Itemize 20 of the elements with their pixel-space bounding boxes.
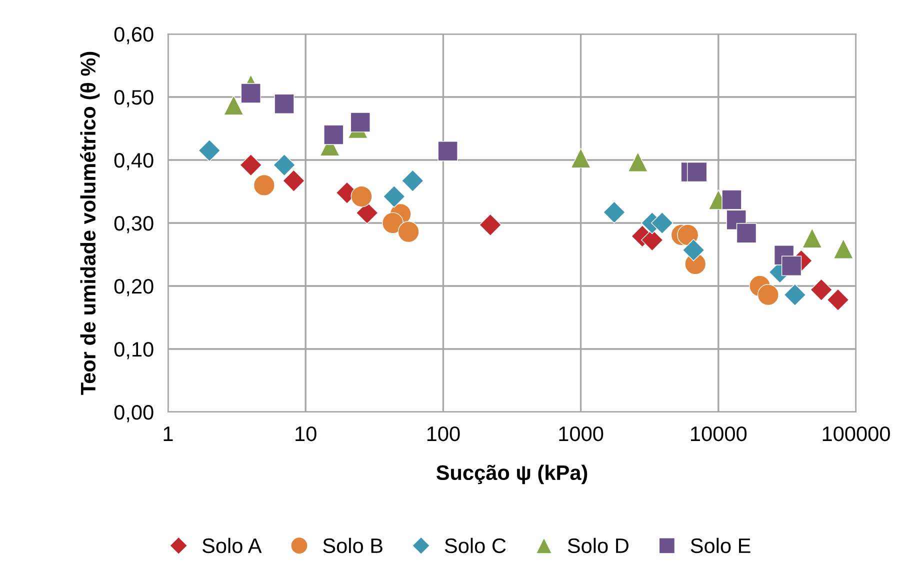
x-tick-label: 1000 [559,426,604,442]
x-axis-title: Sucção ψ (kPa) [436,464,588,484]
y-tick-label: 0,20 [114,279,154,296]
x-tick-label: 10 [296,426,316,442]
legend-label: Solo A [202,538,262,554]
x-tick-label: 100000 [822,426,890,442]
legend-label: Solo B [323,538,382,554]
y-tick-label: 0,40 [114,153,154,170]
y-axis-title: Teor de umidade volumétrico (θ %) [80,52,100,395]
legend-label: Solo D [568,538,628,554]
y-tick-label: 0,50 [114,90,154,108]
x-tick-label: 10000 [691,426,747,442]
y-tick-label: 0,30 [114,216,154,234]
x-tick-label: 100 [427,426,460,442]
y-tick-label: 0,10 [114,342,154,360]
legend-label: Solo C [444,538,506,554]
x-tick-label: 1 [164,426,173,441]
y-tick-label: 0,00 [114,405,154,422]
y-tick-label: 0,60 [114,27,154,44]
legend-label: Solo E [690,538,750,554]
